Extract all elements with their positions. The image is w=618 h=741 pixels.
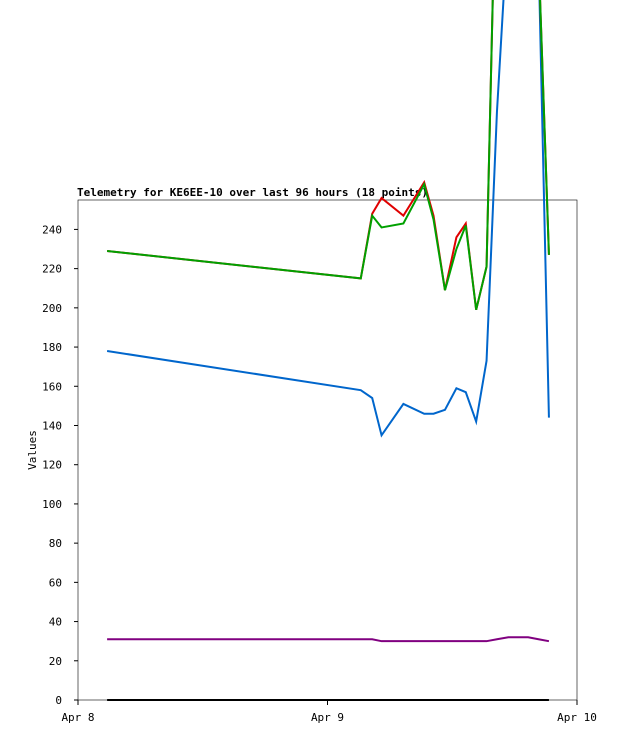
y-tick-label: 80: [49, 537, 62, 550]
y-tick-label: 100: [42, 498, 62, 511]
series-line: [107, 0, 550, 311]
x-tick-label: Apr 9: [311, 711, 344, 724]
y-tick-label: 20: [49, 655, 62, 668]
y-tick-label: 40: [49, 616, 62, 629]
y-tick-label: 180: [42, 341, 62, 354]
y-axis-label: Values: [26, 430, 39, 470]
y-tick-label: 220: [42, 263, 62, 276]
x-tick-label: Apr 10: [557, 711, 597, 724]
y-tick-label: 60: [49, 576, 62, 589]
series-line: [107, 0, 550, 311]
y-tick-label: 200: [42, 302, 62, 315]
y-tick-label: 0: [55, 694, 62, 707]
series-line: [106, 0, 550, 438]
y-tick-label: 240: [42, 223, 62, 236]
y-tick-label: 140: [42, 419, 62, 432]
series-line: [107, 636, 550, 643]
x-tick-label: Apr 8: [61, 711, 94, 724]
chart-title: Telemetry for KE6EE-10 over last 96 hour…: [77, 186, 428, 199]
y-tick-label: 160: [42, 380, 62, 393]
y-tick-label: 120: [42, 459, 62, 472]
